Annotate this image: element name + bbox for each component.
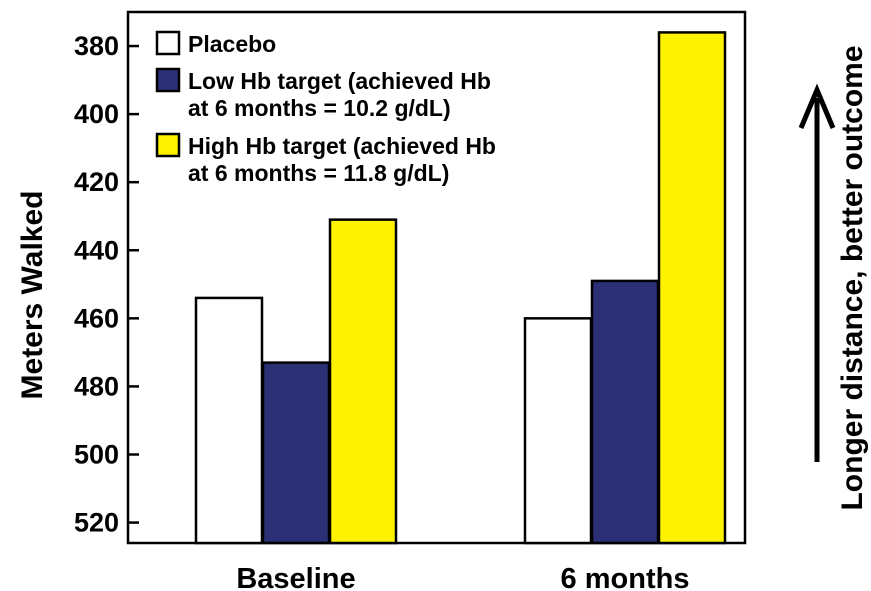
legend-label: Placebo	[188, 31, 276, 57]
y-axis-ticks: 380 400 420 440 460 480 500 520	[74, 31, 139, 538]
legend-swatch	[155, 67, 181, 93]
direction-arrow	[798, 83, 836, 462]
y-tick-label: 400	[74, 99, 119, 129]
legend-label: at 6 months = 10.2 g/dL)	[188, 95, 451, 121]
legend-swatch	[155, 30, 181, 56]
y-tick-label: 520	[74, 508, 119, 538]
bar-low-hb-baseline	[261, 361, 331, 545]
bar-low-hb-6-months	[590, 279, 660, 545]
legend-label: Low Hb target (achieved Hb	[188, 68, 491, 94]
x-axis-categories: Baseline 6 months	[236, 563, 689, 591]
y-tick-label: 420	[74, 167, 119, 197]
y-axis-title: Meters Walked	[16, 191, 49, 400]
x-category-label: Baseline	[236, 563, 355, 591]
bar-placebo-baseline	[194, 296, 264, 545]
plot-area-frame	[126, 10, 747, 545]
x-category-label: 6 months	[561, 563, 690, 591]
legend-label: at 6 months = 11.8 g/dL)	[188, 160, 449, 186]
y-tick-label: 500	[74, 440, 119, 470]
bars	[194, 31, 727, 545]
y-tick-label: 440	[74, 235, 119, 265]
y-tick-label: 480	[74, 371, 119, 401]
legend-swatch	[155, 132, 181, 158]
legend-label: High Hb target (achieved Hb	[188, 133, 496, 159]
y-tick-label: 460	[74, 303, 119, 333]
bar-high-hb-baseline	[328, 218, 398, 545]
arrow-head-icon	[798, 83, 836, 129]
bar-placebo-6-months	[523, 317, 593, 545]
annotation-text: Longer distance, better outcome	[836, 45, 869, 510]
bar-high-hb-6-months	[657, 31, 727, 545]
y-tick-label: 380	[74, 31, 119, 61]
